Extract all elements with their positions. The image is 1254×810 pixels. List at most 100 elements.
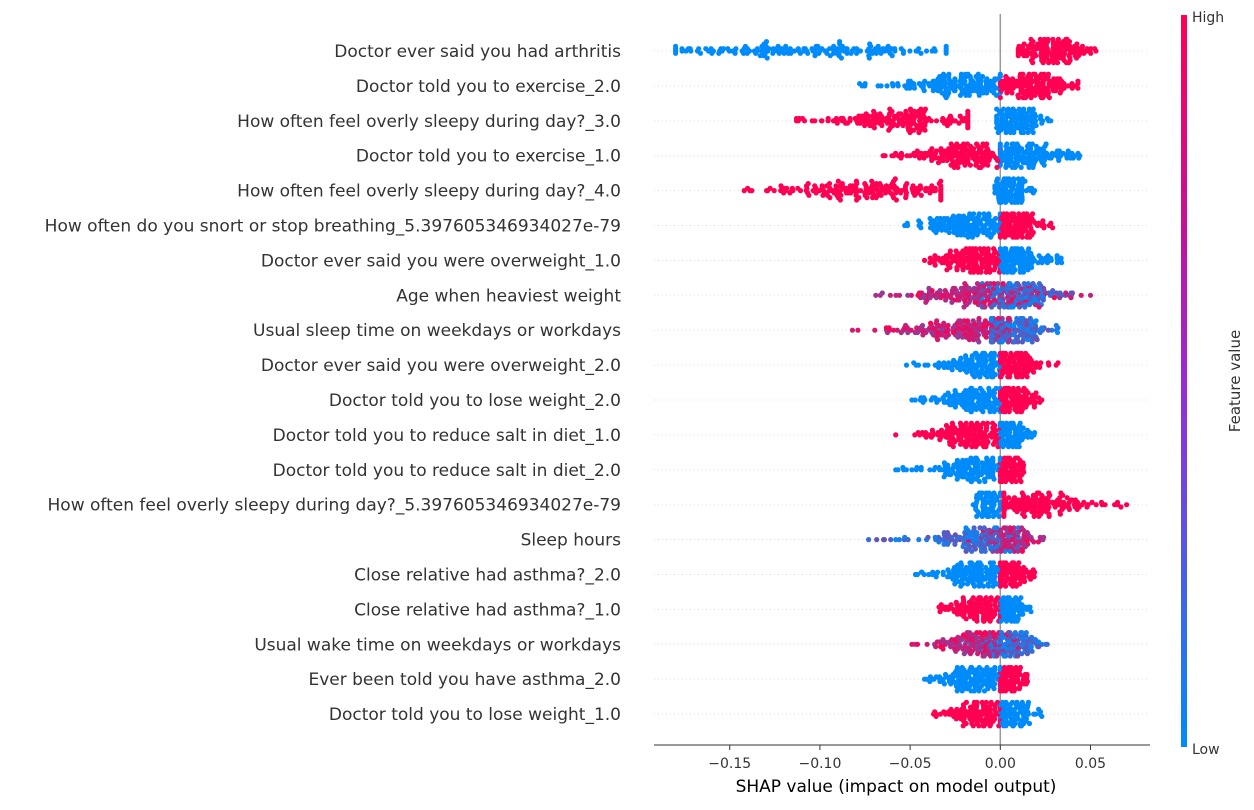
shap-dot bbox=[991, 267, 997, 273]
shap-dot bbox=[977, 595, 984, 601]
shap-dot bbox=[1028, 36, 1034, 42]
shap-dot bbox=[929, 146, 935, 152]
shap-dot bbox=[1055, 360, 1061, 366]
shap-dot bbox=[981, 211, 987, 217]
shap-dot bbox=[1064, 495, 1070, 501]
shap-dot bbox=[920, 332, 926, 338]
shap-dot bbox=[1009, 699, 1016, 706]
shap-dot bbox=[918, 192, 924, 198]
shap-dot bbox=[1004, 141, 1010, 147]
shap-dot bbox=[1057, 511, 1063, 517]
shap-dot bbox=[1050, 36, 1056, 42]
shap-dot bbox=[1037, 399, 1043, 405]
shap-dot bbox=[963, 406, 969, 412]
shap-dot bbox=[997, 95, 1003, 101]
shap-dot bbox=[1030, 567, 1036, 573]
shap-dot bbox=[963, 457, 970, 463]
shap-dot bbox=[957, 143, 964, 149]
shap-dot bbox=[920, 399, 926, 405]
shap-dot bbox=[1016, 95, 1022, 101]
shap-dot bbox=[1002, 506, 1008, 512]
shap-dot bbox=[853, 178, 860, 184]
shap-dot bbox=[938, 197, 944, 203]
shap-dot bbox=[932, 464, 938, 471]
shap-dot bbox=[1001, 513, 1007, 520]
shap-dot bbox=[1019, 471, 1025, 478]
shap-dot bbox=[884, 120, 891, 126]
shap-dot bbox=[1016, 43, 1022, 49]
shap-dot bbox=[810, 188, 816, 194]
shap-dot bbox=[975, 71, 981, 77]
feature-label: Doctor told you to lose weight_2.0 bbox=[329, 391, 621, 411]
shap-dot bbox=[905, 292, 911, 298]
shap-dot bbox=[971, 285, 977, 291]
shap-dot bbox=[1037, 36, 1043, 42]
shap-dot bbox=[1021, 129, 1027, 136]
shap-dot bbox=[904, 153, 910, 159]
shap-dot bbox=[927, 260, 933, 266]
feature-label: Doctor ever said you were overweight_1.0 bbox=[261, 251, 621, 271]
shap-dot bbox=[943, 50, 949, 56]
shap-dot bbox=[1006, 495, 1012, 501]
shap-dot bbox=[888, 183, 894, 189]
shap-dot bbox=[927, 255, 933, 261]
shap-dot bbox=[950, 671, 956, 678]
shap-dot bbox=[1000, 560, 1007, 566]
shap-dot bbox=[1005, 374, 1011, 380]
shap-dot bbox=[984, 281, 990, 287]
shap-dot bbox=[945, 332, 952, 338]
shap-dot bbox=[927, 678, 933, 685]
shap-dot bbox=[1073, 55, 1080, 61]
shap-dot bbox=[1046, 222, 1052, 229]
feature-label: Usual wake time on weekdays or workdays bbox=[254, 635, 621, 655]
feature-label: Age when heaviest weight bbox=[396, 286, 621, 306]
shap-dot bbox=[960, 248, 966, 254]
shap-dot bbox=[896, 292, 903, 298]
shap-dot bbox=[906, 125, 912, 131]
shap-dot bbox=[1015, 385, 1021, 391]
shap-dot bbox=[1036, 253, 1042, 259]
shap-dot bbox=[1030, 392, 1036, 398]
shap-dot bbox=[938, 295, 944, 301]
shap-dot bbox=[887, 190, 894, 196]
shap-dot bbox=[923, 48, 930, 54]
shap-dot bbox=[938, 146, 944, 152]
shap-dot bbox=[851, 46, 857, 52]
shap-dot bbox=[1088, 46, 1094, 52]
shap-dot bbox=[1023, 404, 1029, 410]
shap-dot bbox=[961, 474, 967, 480]
shap-dot bbox=[889, 81, 896, 87]
shap-dot bbox=[992, 525, 998, 531]
shap-dot bbox=[1014, 699, 1020, 706]
shap-dot bbox=[1019, 437, 1025, 443]
shap-dot bbox=[962, 115, 968, 122]
shap-dot bbox=[932, 362, 938, 368]
shap-dot bbox=[1016, 560, 1022, 566]
shap-dot bbox=[919, 322, 926, 329]
shap-dot bbox=[968, 664, 974, 671]
shap-dot bbox=[979, 490, 985, 496]
shap-dot bbox=[978, 164, 984, 170]
shap-dot bbox=[1005, 106, 1011, 112]
shap-dot bbox=[986, 385, 992, 391]
shap-dot bbox=[886, 127, 892, 133]
shap-dot bbox=[795, 46, 801, 52]
shap-dot bbox=[964, 227, 970, 233]
shap-dot bbox=[872, 327, 878, 333]
shap-dot bbox=[960, 595, 966, 601]
shap-dot bbox=[983, 334, 989, 340]
shap-dot bbox=[900, 122, 906, 129]
shap-dot bbox=[963, 699, 970, 706]
shap-dot bbox=[844, 120, 851, 126]
shap-dot bbox=[932, 534, 938, 540]
shap-dot bbox=[894, 185, 900, 191]
shap-dot bbox=[809, 46, 815, 52]
shap-dot bbox=[873, 292, 879, 298]
shap-dot bbox=[753, 50, 759, 56]
shap-dot bbox=[696, 46, 702, 52]
shap-dot bbox=[886, 325, 892, 331]
shap-dot bbox=[909, 641, 915, 647]
shap-dot bbox=[1020, 95, 1026, 101]
shap-dot bbox=[918, 569, 925, 575]
shap-dot bbox=[869, 178, 875, 184]
